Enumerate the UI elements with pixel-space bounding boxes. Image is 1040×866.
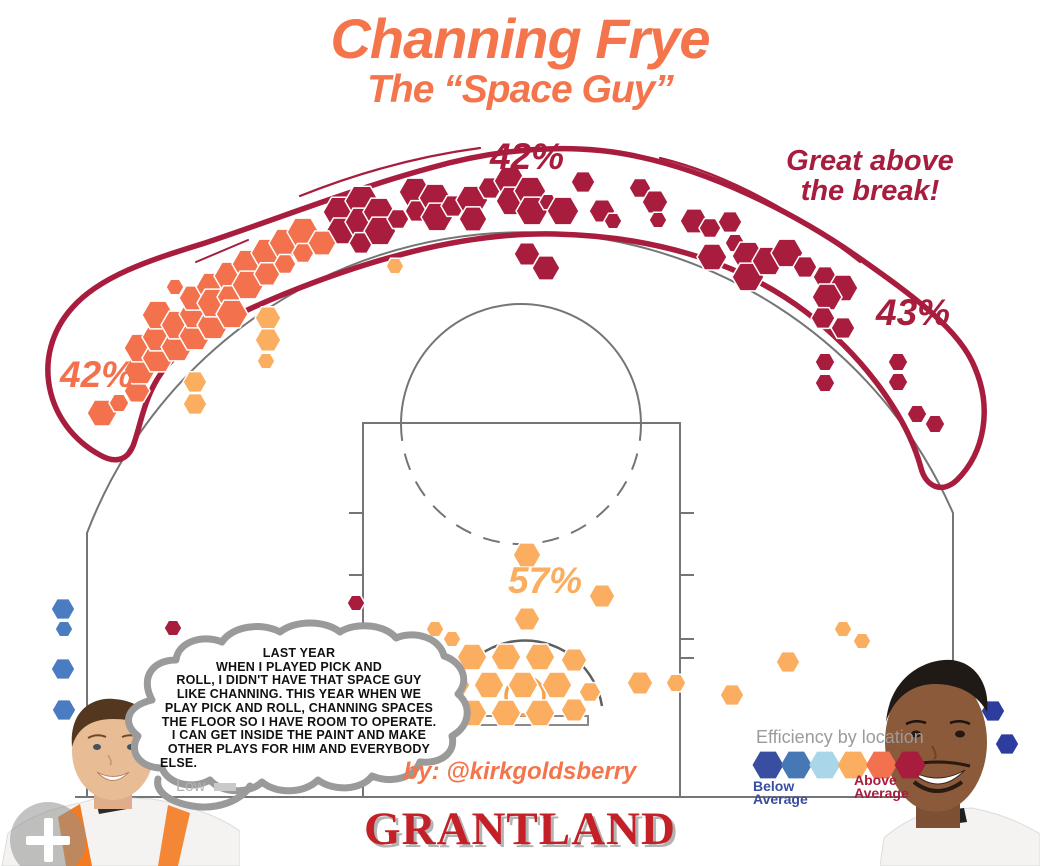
shot-hex: [924, 414, 946, 434]
low-scale-bar: [214, 783, 236, 791]
legend-hex: [809, 751, 841, 779]
annotation-great-above-the-break: Great above the break!: [786, 145, 954, 207]
shot-hex: [588, 583, 616, 609]
shot-hex: [165, 278, 185, 296]
shot-hex: [994, 732, 1020, 756]
shot-hex: [456, 643, 488, 671]
shot-hex: [163, 619, 183, 637]
zone-label: 43%: [876, 292, 951, 333]
shot-hex: [86, 399, 118, 427]
quote-line: LIKE CHANNING. THIS YEAR WHEN WE: [176, 687, 422, 702]
shot-hex: [570, 170, 596, 194]
shot-hex: [560, 647, 588, 673]
shot-hex: [541, 671, 573, 699]
shot-hex: [775, 650, 801, 674]
low-scale-label: Low: [176, 778, 206, 795]
legend-hex: [866, 751, 898, 779]
shot-hex: [852, 632, 872, 650]
shot-hex: [182, 392, 208, 416]
shot-hex: [814, 373, 836, 393]
shot-hex: [442, 630, 462, 648]
shot-hex: [50, 657, 76, 681]
zoom-plus-button[interactable]: [10, 802, 86, 866]
legend-title: Efficiency by location: [756, 727, 924, 747]
page-title: Channing Frye: [330, 7, 710, 70]
shot-hex: [603, 212, 623, 230]
legend-hex: [780, 751, 812, 779]
quote-line: ROLL, I DIDN'T HAVE THAT SPACE GUY: [176, 673, 422, 688]
shot-hex: [215, 299, 249, 329]
shot-hex: [512, 542, 542, 568]
shot-hex: [811, 283, 843, 311]
shot-hex: [108, 393, 130, 413]
shot-hex: [698, 217, 722, 239]
shot-hex: [50, 597, 76, 621]
shot-hex: [458, 206, 488, 232]
shot-hex: [833, 620, 853, 638]
quote-line: PLAY PICK AND ROLL, CHANNING SPACES: [164, 700, 434, 715]
byline: by: @kirkgoldsberry: [403, 758, 637, 785]
legend-hex: [837, 751, 869, 779]
shot-hex: [182, 370, 208, 394]
quote-line: OTHER PLAYS FOR HIM AND EVERYBODY: [167, 741, 431, 756]
shot-hex: [54, 620, 74, 638]
shot-hex: [253, 261, 281, 287]
shot-hex: [524, 699, 556, 727]
shot-hex: [254, 327, 282, 353]
shot-hex: [425, 620, 445, 638]
shot-hex: [830, 316, 856, 340]
shot-hex: [307, 230, 337, 256]
shot-hex: [648, 211, 668, 229]
legend-above-average-label: Above Average: [854, 772, 909, 801]
shot-hex: [256, 352, 276, 370]
quote-line: WHEN I PLAYED PICK AND: [216, 659, 382, 674]
shot-hex: [814, 352, 836, 372]
quote-line: LAST YEAR: [262, 646, 336, 660]
shot-hex: [524, 643, 556, 671]
shot-hex: [696, 243, 728, 271]
shot-hex: [906, 404, 928, 424]
page-subtitle: The “Space Guy”: [367, 68, 674, 111]
shot-hex: [719, 683, 745, 707]
shot-hex: [386, 208, 410, 230]
quote-line: I CAN GET INSIDE THE PAINT AND MAKE: [171, 728, 427, 743]
shot-hex: [473, 671, 505, 699]
grantland-logo: GRANTLAND: [364, 803, 676, 855]
shot-hex: [578, 681, 602, 703]
shot-hex: [490, 643, 522, 671]
shot-hex: [507, 671, 539, 699]
shot-hex: [513, 606, 541, 632]
shot-hex: [717, 210, 743, 234]
shot-hex: [385, 257, 405, 275]
zone-label: 57%: [508, 560, 583, 601]
shot-hex: [546, 196, 580, 226]
quote-line: ELSE.: [160, 755, 198, 770]
shot-hex: [887, 352, 909, 372]
shot-hex: [626, 670, 654, 696]
quote-line: THE FLOOR SO I HAVE ROOM TO OPERATE.: [161, 714, 437, 729]
legend-hex: [894, 751, 926, 779]
shot-hex: [887, 372, 909, 392]
legend-hex: [752, 751, 784, 779]
shot-hex: [810, 306, 836, 330]
zone-label: 42%: [60, 354, 135, 395]
shot-hex: [665, 673, 687, 693]
shot-hex: [490, 699, 522, 727]
legend-color-scale: [752, 751, 926, 779]
shot-hex: [792, 255, 818, 279]
shot-hex: [560, 697, 588, 723]
shot-hex: [531, 255, 561, 281]
shot-hex: [346, 594, 366, 612]
shot-hex: [273, 253, 297, 275]
shot-hex: [51, 698, 77, 722]
plus-icon: [44, 818, 53, 862]
legend-below-average-label: Below Average: [753, 778, 808, 807]
free-throw-circle-top: [400, 303, 642, 425]
quote-text: LAST YEAR WHEN I PLAYED PICK AND ROLL, I D…: [146, 646, 452, 770]
zone-label: 42%: [490, 136, 565, 177]
